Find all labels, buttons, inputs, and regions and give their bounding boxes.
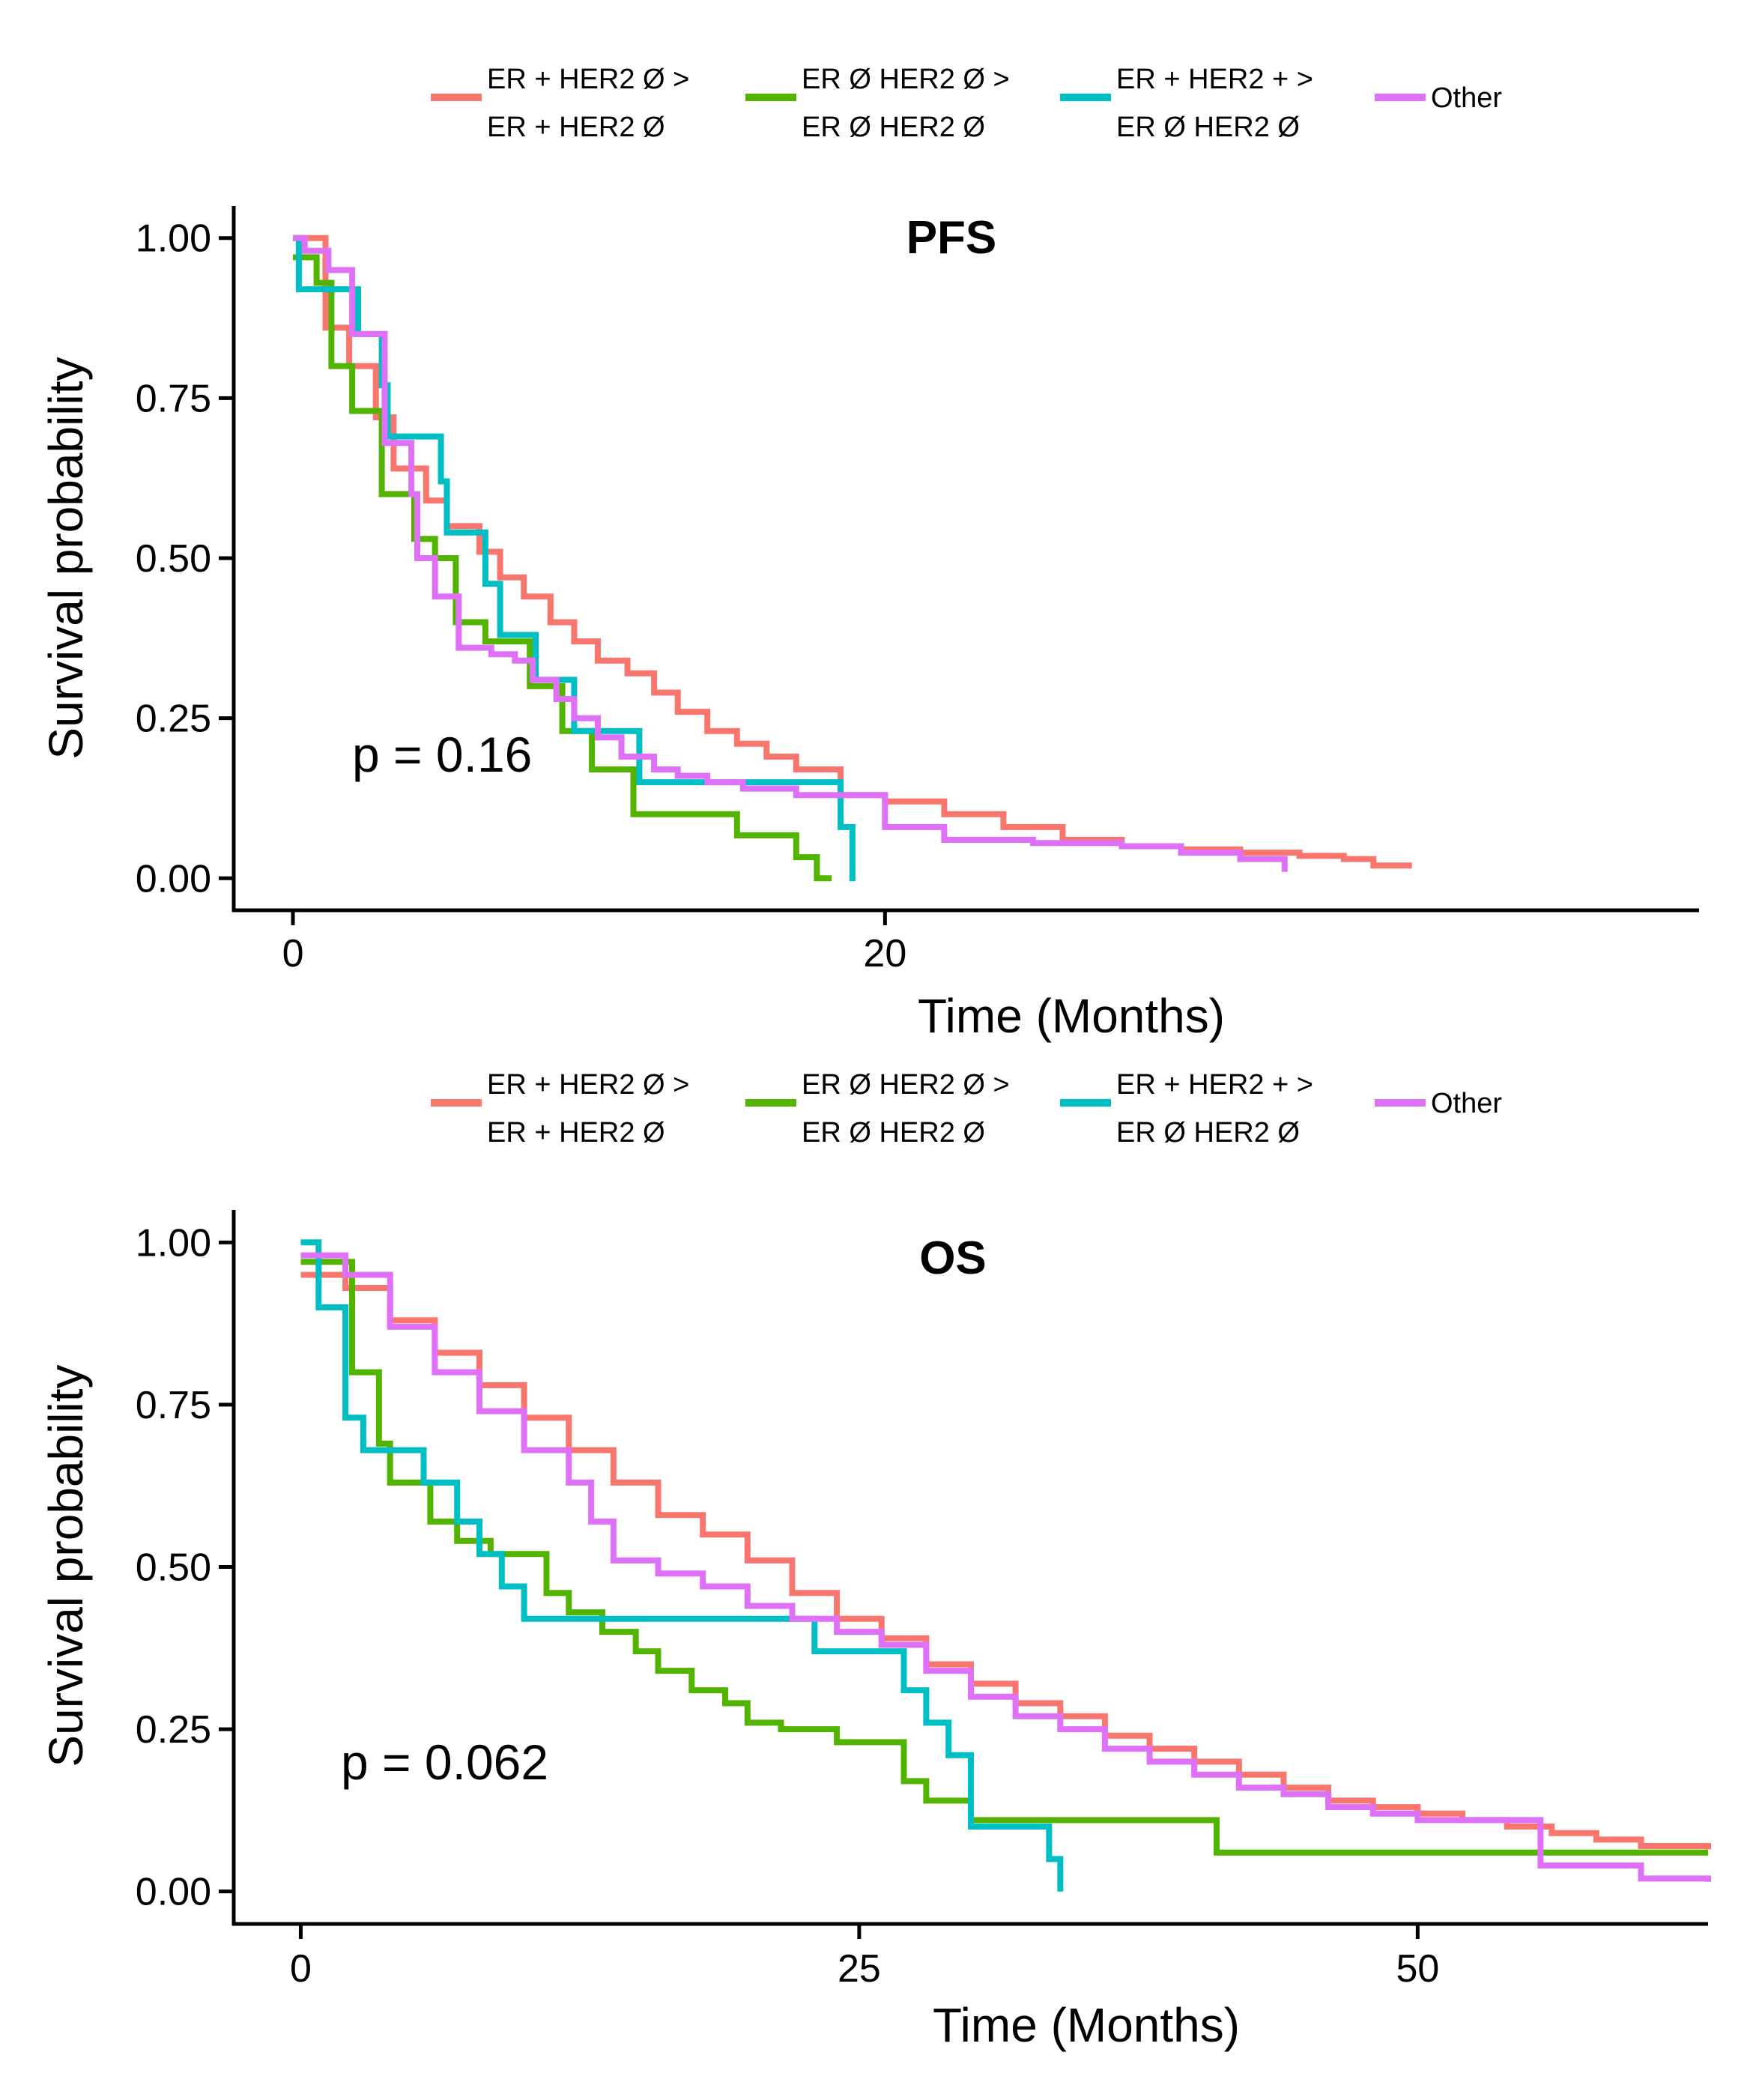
y-tick-label: 0.25 — [136, 1708, 211, 1752]
legend-label: ER + HER2 + > — [1116, 64, 1313, 95]
legend-label: ER + HER2 Ø — [487, 112, 665, 143]
p-value: p = 0.16 — [352, 727, 532, 782]
chart-title: PFS — [906, 212, 997, 264]
y-tick-label: 0.50 — [136, 537, 211, 581]
y-tick-label: 1.00 — [136, 217, 211, 261]
legend-label: ER + HER2 Ø > — [487, 1069, 689, 1101]
survival-curve-other — [300, 1252, 1711, 1882]
y-axis-title: Survival probability — [39, 357, 93, 759]
legend: ER + HER2 Ø > ER + HER2 Ø ER Ø HER2 Ø > ER … — [431, 64, 1502, 143]
x-axis-title: Time (Months) — [933, 1998, 1240, 2052]
x-tick-label: 0 — [282, 932, 304, 975]
survival-curve-er_neg_her2_neg — [300, 1259, 1708, 1856]
y-tick-label: 1.00 — [136, 1221, 211, 1265]
legend-label: ER + HER2 Ø > — [487, 64, 689, 95]
legend: ER + HER2 Ø > ER + HER2 Ø ER Ø HER2 Ø > ER … — [431, 1069, 1502, 1149]
legend-label: Other — [1431, 82, 1502, 114]
x-tick-label: 0 — [290, 1947, 312, 1991]
curves — [293, 234, 1412, 882]
y-axis-title: Survival probability — [39, 1364, 93, 1767]
legend-label: ER Ø HER2 Ø — [1116, 112, 1300, 143]
x-tick-label: 20 — [863, 932, 906, 975]
x-tick-label: 25 — [838, 1947, 881, 1991]
y-tick-label: 0.75 — [136, 1384, 211, 1427]
legend-label: ER Ø HER2 Ø — [1116, 1117, 1300, 1149]
y-tick-label: 0.00 — [136, 1871, 211, 1914]
legend-label: ER Ø HER2 Ø > — [802, 1069, 1010, 1101]
legend-label: ER + HER2 Ø — [487, 1117, 665, 1149]
survival-curve-other — [293, 234, 1288, 872]
chart-panel-pfs: ER + HER2 Ø > ER + HER2 Ø ER Ø HER2 Ø > ER … — [39, 64, 1699, 1043]
chart-title: OS — [919, 1232, 987, 1284]
x-tick-label: 50 — [1396, 1947, 1439, 1991]
chart-panel-os: ER + HER2 Ø > ER + HER2 Ø ER Ø HER2 Ø > ER … — [39, 1069, 1711, 2052]
survival-curve-er_pos_her2_pos — [300, 1239, 1064, 1892]
y-tick-label: 0.75 — [136, 377, 211, 420]
y-tick-label: 0.25 — [136, 698, 211, 741]
y-tick-label: 0.50 — [136, 1546, 211, 1590]
p-value: p = 0.062 — [341, 1734, 548, 1790]
legend-label: Other — [1431, 1088, 1502, 1119]
legend-label: ER Ø HER2 Ø > — [802, 64, 1010, 95]
x-axis-title: Time (Months) — [918, 989, 1225, 1043]
curves — [300, 1239, 1711, 1892]
legend-label: ER + HER2 + > — [1116, 1069, 1313, 1101]
legend-label: ER Ø HER2 Ø — [802, 1117, 985, 1149]
y-tick-label: 0.00 — [136, 857, 211, 901]
survival-curve-er_neg_her2_neg — [293, 254, 832, 882]
legend-label: ER Ø HER2 Ø — [802, 112, 985, 143]
